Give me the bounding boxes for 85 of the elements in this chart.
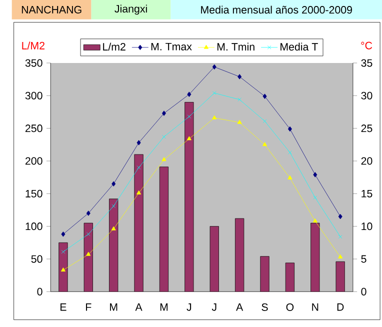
point — [313, 196, 318, 200]
y2-tick-label: 35 — [361, 59, 372, 67]
chart-title: NANCHANG — [22, 6, 82, 14]
point — [288, 176, 292, 180]
x-tick-label: A — [135, 304, 142, 311]
point — [212, 115, 217, 120]
y-tick-label: 100 — [26, 222, 42, 230]
legend-label: M. Tmax — [151, 43, 192, 51]
point — [313, 172, 318, 178]
point — [187, 92, 192, 98]
bar — [210, 226, 219, 292]
point — [338, 235, 342, 239]
y2-tick-label: 25 — [361, 124, 372, 132]
point — [237, 120, 242, 124]
y-tick-label: 50 — [31, 255, 42, 263]
y2-tick-label: 20 — [361, 157, 372, 165]
point — [162, 110, 166, 116]
point — [86, 252, 91, 256]
text: Media mensual años 2000-2009 — [201, 6, 352, 14]
point — [60, 268, 66, 272]
point — [238, 74, 242, 80]
legend-label: M. Tmin — [217, 42, 254, 51]
y-tick-label: 250 — [25, 124, 42, 132]
x-tick-label: J — [186, 304, 192, 312]
chart-subtitle: Jiangxi — [114, 4, 147, 15]
point — [86, 232, 90, 236]
x-tick-label: J — [212, 304, 216, 312]
bar — [84, 223, 93, 292]
y2-tick-label: 15 — [362, 190, 372, 198]
point — [212, 64, 216, 70]
bar — [286, 263, 294, 292]
legend-label: Media T — [280, 42, 318, 51]
y-tick-label: 200 — [25, 157, 42, 165]
bar — [184, 102, 194, 292]
y2-axis-title: °C — [361, 42, 372, 50]
point — [288, 126, 292, 132]
x-tick-label: D — [337, 304, 344, 311]
point — [288, 150, 292, 155]
y-tick-label: 300 — [25, 92, 42, 100]
y2-tick-label: 30 — [361, 92, 372, 100]
y2-tick-label: 0 — [361, 288, 366, 296]
point — [212, 91, 216, 96]
x-tick-label: M — [160, 304, 168, 311]
bar — [160, 167, 168, 292]
y-axis-title: L/M2 — [22, 42, 44, 50]
x-tick-label: N — [312, 304, 318, 311]
point — [312, 218, 318, 223]
point — [112, 181, 116, 187]
bar — [134, 154, 144, 292]
point — [136, 190, 142, 195]
y-tick-label: 0 — [37, 288, 42, 296]
point — [61, 232, 66, 238]
point — [186, 136, 192, 140]
point — [61, 250, 66, 254]
point — [338, 254, 343, 259]
bar — [235, 218, 244, 292]
x-tick-label: S — [262, 304, 268, 312]
x-tick-label: E — [60, 304, 66, 311]
y-tick-label: 350 — [25, 59, 42, 67]
point — [238, 98, 242, 102]
y-tick-label: 150 — [26, 190, 42, 198]
point — [162, 135, 166, 139]
point — [86, 210, 90, 216]
x-tick-label: F — [86, 304, 92, 311]
point — [111, 226, 116, 231]
bar — [109, 199, 118, 292]
bar — [336, 262, 345, 292]
point — [162, 157, 166, 162]
bar — [58, 242, 68, 292]
x-tick-label: A — [236, 304, 244, 311]
legend-label: L/m2 — [103, 42, 126, 51]
point — [262, 94, 267, 100]
point — [262, 142, 268, 146]
x-tick-label: M — [110, 304, 118, 311]
point — [262, 119, 267, 124]
point — [112, 204, 116, 208]
point — [338, 214, 342, 220]
x-tick-label: O — [286, 304, 294, 312]
bar — [310, 223, 320, 292]
point — [136, 140, 141, 146]
point — [136, 166, 141, 170]
bar — [260, 256, 270, 292]
y2-tick-label: 10 — [362, 222, 372, 230]
y2-tick-label: 5 — [361, 256, 366, 263]
point — [187, 114, 192, 119]
